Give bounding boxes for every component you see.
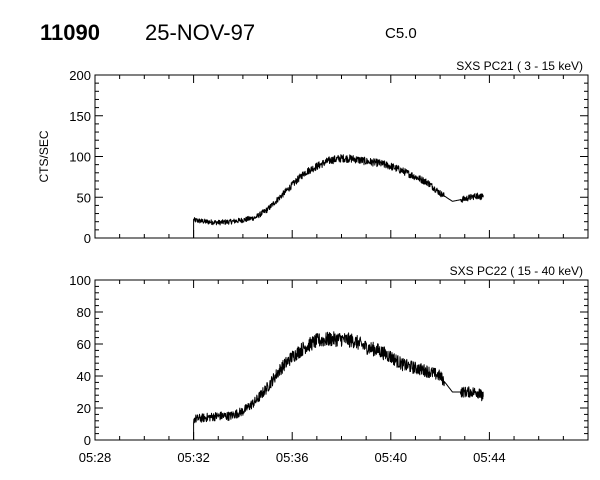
plot-frame <box>94 279 589 441</box>
x-tick-label: 05:44 <box>473 450 506 465</box>
y-tick-label: 100 <box>69 273 91 288</box>
event-id: 11090 <box>40 20 100 45</box>
y-tick-label: 40 <box>77 369 91 384</box>
series-line <box>193 154 484 238</box>
panel-pc21: SXS PC21 ( 3 - 15 keV) CTS/SEC 0 50 100 150 20… <box>37 59 589 246</box>
x-tick-label: 05:28 <box>79 450 112 465</box>
y-tick-label: 150 <box>69 109 91 124</box>
y-axis-label: CTS/SEC <box>37 130 51 182</box>
panel-title: SXS PC22 ( 15 - 40 keV) <box>450 264 583 278</box>
flare-class: C5.0 <box>385 25 417 42</box>
y-tick-label: 80 <box>77 305 91 320</box>
y-tick-label: 0 <box>84 433 91 448</box>
y-tick-label: 100 <box>69 150 91 165</box>
y-tick-label: 50 <box>77 190 91 205</box>
y-tick-label: 20 <box>77 401 91 416</box>
y-tick-label: 0 <box>84 231 91 246</box>
y-tick-label: 200 <box>69 68 91 83</box>
y-tick-label: 60 <box>77 337 91 352</box>
panel-pc22: SXS PC22 ( 15 - 40 keV) 0 20 40 60 80 100 05:28… <box>69 264 589 465</box>
x-tick-label: 05:32 <box>177 450 210 465</box>
x-tick-label: 05:40 <box>375 450 408 465</box>
series-line <box>193 331 484 440</box>
event-date: 25-NOV-97 <box>145 20 255 45</box>
x-tick-label: 05:36 <box>276 450 309 465</box>
panel-title: SXS PC21 ( 3 - 15 keV) <box>456 59 583 73</box>
